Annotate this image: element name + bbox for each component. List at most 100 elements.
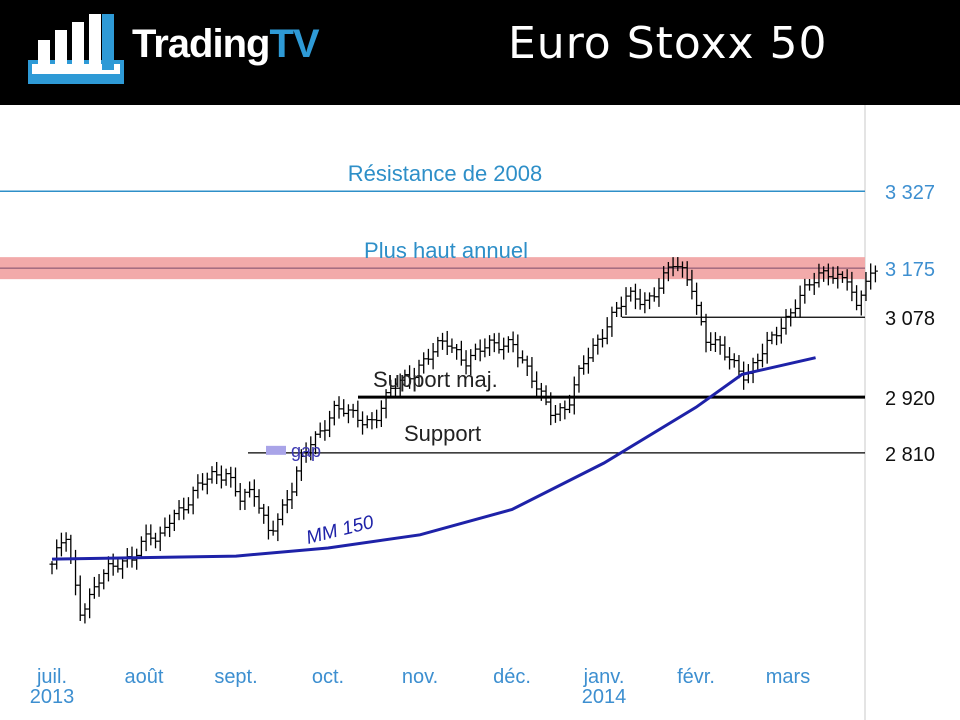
price-bar bbox=[854, 285, 860, 311]
price-bar bbox=[656, 278, 662, 307]
level-lines bbox=[0, 105, 866, 720]
x-axis-label: sept. bbox=[214, 666, 257, 688]
resistance-label: Résistance de 2008 bbox=[348, 161, 542, 186]
price-bar bbox=[242, 488, 248, 510]
major-support-label: Support maj. bbox=[373, 367, 498, 392]
price-bar bbox=[185, 497, 191, 514]
x-axis-label: mars bbox=[766, 666, 810, 688]
price-bar bbox=[562, 400, 568, 420]
price-bar bbox=[218, 465, 224, 489]
price-bar bbox=[87, 588, 93, 619]
price-bar bbox=[421, 352, 427, 374]
price-bar bbox=[807, 278, 813, 291]
price-bar bbox=[190, 486, 196, 515]
page-title: Euro Stoxx 50 bbox=[508, 18, 828, 69]
y-axis-label: 2 810 bbox=[885, 444, 935, 466]
gap-label: gap bbox=[291, 441, 321, 461]
price-bar bbox=[505, 336, 511, 353]
price-bar bbox=[600, 329, 606, 348]
y-axis-label: 2 920 bbox=[885, 388, 935, 410]
price-bar bbox=[96, 574, 102, 597]
price-bar bbox=[454, 343, 460, 360]
price-bar bbox=[689, 269, 695, 300]
header-bar: TradingTV Euro Stoxx 50 bbox=[0, 0, 960, 105]
x-axis-label: oct. bbox=[312, 666, 344, 688]
price-bar bbox=[181, 497, 187, 520]
price-bar bbox=[802, 278, 808, 304]
price-bar bbox=[162, 517, 168, 537]
price-bar bbox=[312, 431, 318, 455]
price-bar bbox=[595, 334, 601, 355]
price-bar bbox=[538, 382, 544, 401]
price-bar bbox=[614, 301, 620, 318]
moving-average bbox=[51, 356, 816, 561]
price-bar bbox=[825, 263, 831, 286]
price-bar bbox=[821, 266, 827, 282]
price-bar bbox=[496, 332, 502, 354]
price-bar bbox=[416, 359, 422, 387]
price-bar bbox=[138, 536, 144, 559]
price-bar bbox=[548, 392, 554, 426]
price-bar bbox=[868, 263, 874, 290]
price-bar bbox=[712, 332, 718, 353]
price-bar bbox=[524, 355, 530, 376]
price-bar bbox=[872, 265, 878, 283]
price-bar bbox=[430, 343, 436, 370]
price-bar bbox=[642, 292, 648, 314]
price-bar bbox=[661, 266, 667, 294]
price-bar bbox=[228, 466, 234, 488]
price-bar bbox=[684, 261, 690, 286]
price-bar bbox=[839, 271, 845, 283]
price-bar bbox=[270, 520, 276, 536]
price-bar bbox=[675, 257, 681, 272]
price-bar bbox=[77, 575, 83, 621]
x-axis-label: déc. bbox=[493, 666, 531, 688]
price-bar bbox=[769, 331, 775, 345]
price-bar bbox=[294, 466, 300, 497]
annual-high-label: Plus haut annuel bbox=[364, 238, 528, 263]
x-axis-label: nov. bbox=[402, 666, 438, 688]
price-bar bbox=[392, 378, 398, 398]
x-axis-year-label: 2014 bbox=[582, 686, 627, 708]
price-bar bbox=[858, 290, 864, 316]
price-bar bbox=[407, 365, 413, 389]
price-bar bbox=[355, 400, 361, 428]
price-bar bbox=[49, 561, 55, 575]
price-bar bbox=[440, 332, 446, 350]
price-bar bbox=[703, 313, 709, 353]
price-bar bbox=[736, 355, 742, 379]
price-bar bbox=[520, 350, 526, 364]
price-bar bbox=[637, 288, 643, 310]
price-bar bbox=[764, 331, 770, 364]
price-bar bbox=[157, 526, 163, 552]
price-bar bbox=[171, 509, 177, 532]
price-bar bbox=[378, 400, 384, 428]
price-bar bbox=[63, 532, 69, 552]
price-bar bbox=[679, 261, 685, 278]
price-bar bbox=[576, 365, 582, 393]
price-bar bbox=[529, 357, 535, 389]
price-bar bbox=[58, 532, 64, 557]
price-bar bbox=[491, 333, 497, 353]
price-bar bbox=[463, 350, 469, 375]
price-bar bbox=[374, 409, 380, 429]
price-bar bbox=[411, 367, 417, 384]
y-axis-label: 3 078 bbox=[885, 308, 935, 330]
price-bar bbox=[214, 461, 220, 485]
price-bar bbox=[741, 361, 747, 390]
price-bar bbox=[143, 524, 149, 552]
price-bar bbox=[449, 338, 455, 353]
x-axis-year-label: 2013 bbox=[30, 686, 75, 708]
price-bar bbox=[665, 261, 671, 282]
price-bar bbox=[261, 503, 267, 524]
price-bar bbox=[209, 466, 215, 484]
price-bar bbox=[284, 489, 290, 514]
price-bar bbox=[501, 337, 507, 360]
price-bar bbox=[863, 272, 869, 302]
price-bar bbox=[581, 355, 587, 375]
price-bar bbox=[632, 283, 638, 310]
price-bar bbox=[303, 442, 309, 463]
price-bar bbox=[759, 343, 765, 368]
price-bar bbox=[148, 524, 154, 546]
price-bar bbox=[402, 369, 408, 387]
